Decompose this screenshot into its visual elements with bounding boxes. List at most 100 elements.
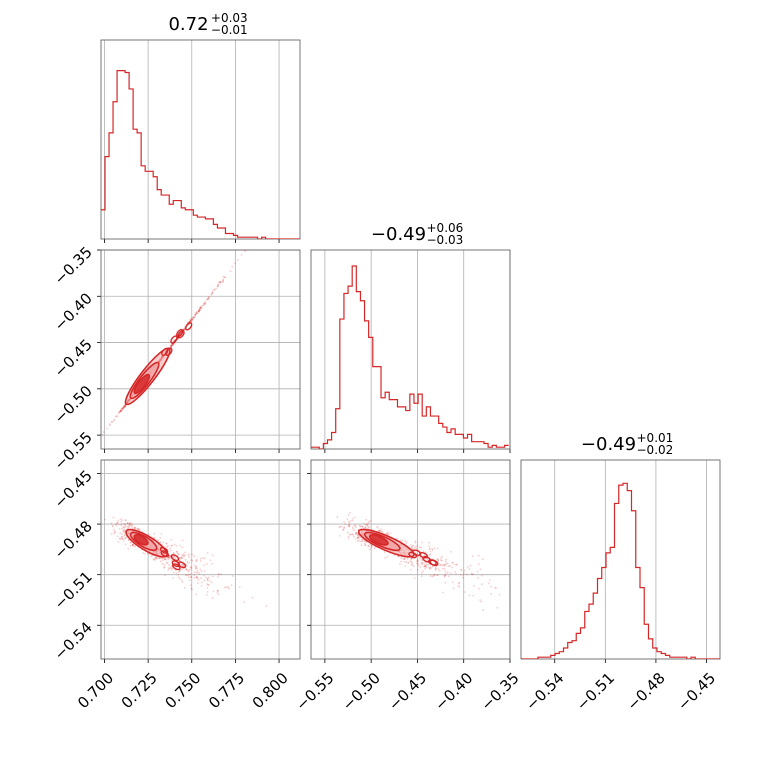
sample-point <box>169 549 172 552</box>
sample-point <box>121 407 124 410</box>
sample-point <box>378 530 381 532</box>
sample-point <box>124 405 127 408</box>
sample-point <box>348 521 351 524</box>
sample-point <box>124 523 126 525</box>
sample-point <box>450 566 453 569</box>
sample-point <box>194 314 197 317</box>
sample-point <box>347 524 350 527</box>
sample-point <box>133 527 136 530</box>
sample-point <box>177 576 180 579</box>
sample-point <box>128 525 130 528</box>
sample-point <box>124 404 127 407</box>
sample-point <box>348 525 351 528</box>
sample-point <box>130 525 133 528</box>
sample-point <box>158 556 160 559</box>
sample-point <box>200 307 202 310</box>
sample-point <box>131 544 134 546</box>
sample-point <box>199 568 202 571</box>
sample-point <box>185 569 188 571</box>
sample-point <box>341 525 343 528</box>
sample-point <box>381 530 384 533</box>
sample-point <box>206 297 209 300</box>
sample-point <box>119 409 122 412</box>
sample-point <box>194 568 197 570</box>
sample-point <box>163 558 166 561</box>
sample-point <box>128 522 131 525</box>
sample-point <box>265 605 268 607</box>
sample-point <box>352 528 354 530</box>
sample-point <box>193 316 195 319</box>
sample-point <box>428 554 431 557</box>
sample-point <box>231 575 234 577</box>
sample-point <box>200 581 203 584</box>
hist-title-minus-1: −0.03 <box>427 233 464 247</box>
sample-point <box>101 433 103 436</box>
sample-point <box>199 560 202 562</box>
sample-point <box>468 567 471 570</box>
sample-point <box>219 281 222 284</box>
sample-point <box>380 528 383 531</box>
x-tick-label: 0.750 <box>161 669 204 712</box>
sample-point <box>425 566 428 569</box>
sample-point <box>376 525 378 528</box>
sample-point <box>410 547 413 550</box>
sample-point <box>339 525 342 528</box>
sample-point <box>489 579 491 582</box>
sample-point <box>480 583 483 586</box>
sample-point <box>191 559 194 562</box>
sample-point <box>212 575 214 578</box>
sample-point <box>197 310 200 313</box>
sample-point <box>471 555 474 558</box>
sample-point <box>183 328 186 331</box>
sample-point <box>357 536 360 539</box>
sample-point <box>163 566 165 569</box>
sample-point <box>177 553 180 556</box>
sample-point <box>428 547 431 550</box>
sample-point <box>202 557 204 559</box>
sample-point <box>422 562 424 565</box>
contour-level-2 <box>133 373 151 395</box>
sample-point <box>117 412 120 415</box>
sample-point <box>206 587 209 589</box>
sample-point <box>365 541 368 544</box>
sample-point <box>189 573 192 576</box>
sample-point <box>123 406 126 408</box>
sample-point <box>115 415 118 417</box>
contour-island <box>184 322 193 331</box>
sample-point <box>419 566 422 568</box>
sample-point <box>172 576 175 579</box>
sample-point <box>194 313 197 316</box>
sample-point <box>138 528 141 531</box>
sample-point <box>195 567 198 570</box>
sample-point <box>346 518 349 521</box>
sample-point <box>110 532 113 535</box>
sample-point <box>361 538 364 541</box>
sample-point <box>212 590 215 593</box>
sample-point <box>219 281 222 284</box>
sample-point <box>205 576 207 579</box>
sample-point <box>195 576 198 579</box>
hist-title-plus-1: +0.06 <box>427 221 464 235</box>
sample-point <box>180 579 183 582</box>
sample-point <box>159 541 161 544</box>
sample-point <box>119 410 122 413</box>
sample-point <box>120 409 123 412</box>
sample-point <box>440 557 442 560</box>
contour-level-2 <box>368 533 389 546</box>
sample-point <box>444 569 446 572</box>
sample-point <box>197 578 200 581</box>
sample-point <box>172 555 174 557</box>
sample-point <box>190 587 193 590</box>
sample-point <box>415 545 418 547</box>
sample-point <box>188 561 191 564</box>
sample-point <box>189 319 192 322</box>
sample-point <box>406 557 409 560</box>
sample-point <box>122 407 125 410</box>
sample-point <box>127 547 130 550</box>
sample-point <box>197 310 200 313</box>
sample-point <box>167 567 170 570</box>
sample-point <box>403 558 406 561</box>
sample-point <box>220 573 223 576</box>
sample-point <box>202 302 205 304</box>
sample-point <box>171 544 173 547</box>
